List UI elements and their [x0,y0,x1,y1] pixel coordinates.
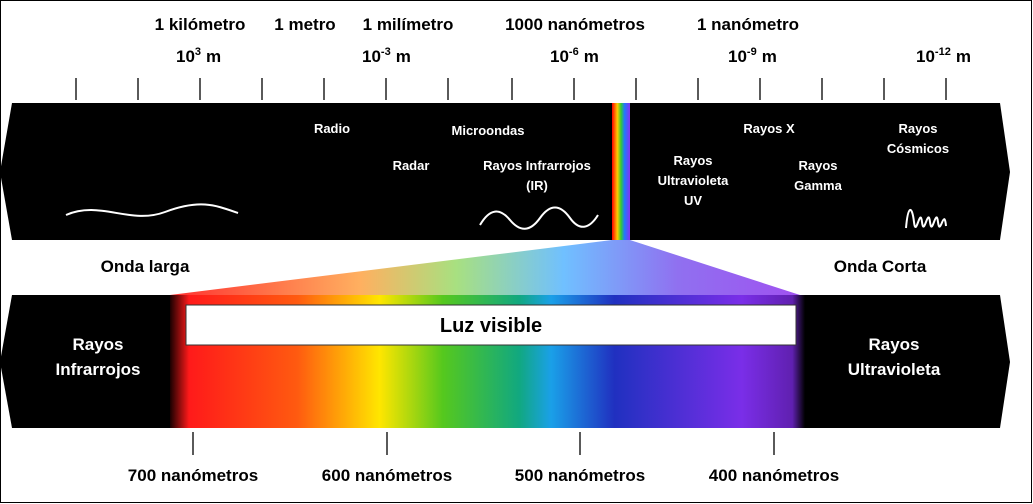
band-label: Rayos [898,121,937,136]
power-unit: m [396,47,411,66]
scale-power: 10-6 m [550,46,599,66]
scale-name: 1 metro [274,15,335,34]
scale-power: 10-9 m [728,46,777,66]
scale-power: 103 m [176,46,221,66]
uv-label: Ultravioleta [848,360,941,379]
scale-power: 10-3 m [362,46,411,66]
scale-name: 1 nanómetro [697,15,799,34]
visible-stripe [612,103,630,240]
wavelength-label: 600 nanómetros [322,466,452,485]
scale-name: 1000 nanómetros [505,15,645,34]
power-exp: -12 [935,46,951,58]
long-wave-label: Onda larga [101,257,190,276]
power-unit: m [206,47,221,66]
power-base: 10 [728,47,747,66]
visible-title: Luz visible [440,315,542,337]
power-base: 10 [550,47,569,66]
band-label: Radio [314,121,350,136]
power-unit: m [956,47,971,66]
scale-power: 10-12 m [916,46,971,66]
power-base: 10 [176,47,195,66]
uv-label: Rayos [868,335,919,354]
scale-ticks [75,78,947,100]
wavelength-label: 400 nanómetros [709,466,839,485]
band-label: Microondas [452,123,525,138]
band-label: Radar [393,158,430,173]
power-exp: -3 [381,46,391,58]
scale-name: 1 kilómetro [155,15,246,34]
band-label: UV [684,193,702,208]
power-exp: 3 [195,46,201,58]
band-label: Rayos X [743,121,795,136]
power-base: 10 [362,47,381,66]
ir-label: Infrarrojos [55,360,140,379]
band-label: Rayos [798,158,837,173]
power-unit: m [584,47,599,66]
power-exp: -6 [569,46,579,58]
band-label: Gamma [794,178,842,193]
wavelength-label: 700 nanómetros [128,466,258,485]
band-label: Rayos [673,153,712,168]
waves [65,203,947,230]
em-band [0,103,1010,240]
band-label: Cósmicos [887,141,949,156]
wavelength-label: 500 nanómetros [515,466,645,485]
power-base: 10 [916,47,935,66]
band-label: Rayos Infrarrojos [483,158,591,173]
visible-box [185,304,797,346]
short-wave-label: Onda Corta [834,257,927,276]
ir-label: Rayos [72,335,123,354]
power-exp: -9 [747,46,757,58]
scale-name: 1 milímetro [363,15,454,34]
power-unit: m [762,47,777,66]
band-label: (IR) [526,178,548,193]
nm-ticks [192,432,775,455]
band-label: Ultravioleta [658,173,730,188]
visible-fan [170,240,800,295]
